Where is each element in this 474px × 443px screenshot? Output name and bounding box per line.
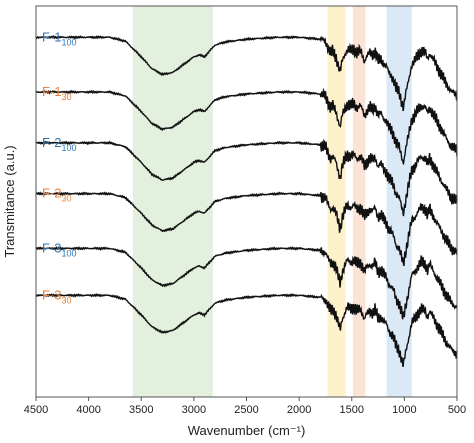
series-labels: F-1100 F-130 F-2100 F-230 F-3100 F-330 xyxy=(42,29,77,305)
spectrum-line-4 xyxy=(35,191,458,267)
x-axis-title: Wavenumber (cm⁻¹) xyxy=(188,423,306,438)
series-label-2: F-130 xyxy=(42,84,72,102)
spectrum-line-6 xyxy=(35,292,458,368)
x-tick-label: 4000 xyxy=(76,404,100,416)
x-tick-label: 3000 xyxy=(182,404,206,416)
series-label-4: F-230 xyxy=(42,186,72,204)
x-tick-label: 4500 xyxy=(24,404,48,416)
series-label-1: F-1100 xyxy=(42,29,77,47)
highlight-band-1 xyxy=(132,6,213,397)
highlight-bands xyxy=(132,6,412,397)
x-tick-label: 2000 xyxy=(287,404,311,416)
x-axis-ticks: 4500 4000 3500 3000 2500 2000 1500 1000 500 xyxy=(24,397,466,416)
x-tick-label: 1000 xyxy=(392,404,416,416)
x-tick-label: 3500 xyxy=(129,404,153,416)
x-tick-label: 1500 xyxy=(340,404,364,416)
y-axis-title: Transmitance (a.u.) xyxy=(2,145,17,257)
highlight-band-4 xyxy=(386,6,412,397)
series-label-5: F-3100 xyxy=(42,240,77,258)
series-label-3: F-2100 xyxy=(42,135,77,153)
highlight-band-3 xyxy=(352,6,366,397)
spectrum-line-1 xyxy=(35,34,458,112)
spectrum-line-3 xyxy=(35,138,458,217)
spectrum-line-5 xyxy=(35,246,458,320)
x-tick-label: 500 xyxy=(448,404,466,416)
series-label-6: F-330 xyxy=(42,287,72,305)
spectra-traces xyxy=(35,34,458,368)
spectrum-line-2 xyxy=(35,87,458,166)
x-tick-label: 2500 xyxy=(234,404,258,416)
